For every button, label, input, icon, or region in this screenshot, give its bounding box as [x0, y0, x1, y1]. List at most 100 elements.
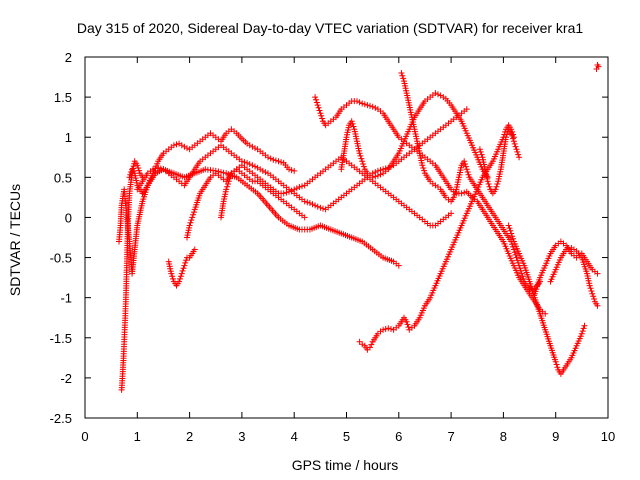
- data-point: [385, 325, 392, 332]
- data-point: [377, 171, 384, 178]
- data-point: [519, 273, 526, 280]
- data-point: [368, 341, 375, 348]
- data-point: [270, 156, 277, 163]
- data-point: [220, 169, 227, 176]
- data-point: [286, 166, 292, 173]
- data-point: [291, 186, 298, 193]
- data-point: [372, 173, 379, 180]
- series-trace-1: [118, 158, 146, 393]
- data-point: [478, 151, 485, 158]
- data-point: [421, 167, 428, 174]
- y-tick-label: -1.5: [50, 331, 72, 346]
- data-point: [589, 290, 596, 297]
- data-point: [349, 120, 356, 127]
- data-point: [591, 296, 598, 302]
- x-tick-label: 6: [395, 429, 402, 444]
- data-point: [176, 278, 183, 285]
- data-point: [510, 138, 517, 145]
- data-point: [188, 217, 195, 224]
- series-trace-8: [312, 94, 549, 317]
- data-point: [476, 146, 483, 153]
- x-tick-label: 1: [134, 429, 141, 444]
- data-point: [494, 181, 501, 187]
- data-point: [463, 166, 470, 173]
- data-point: [512, 251, 519, 258]
- data-marks: [116, 62, 602, 393]
- series-trace-13: [505, 222, 588, 377]
- data-point: [127, 171, 134, 178]
- data-point: [452, 189, 459, 195]
- y-tick-label: -0.5: [50, 251, 72, 266]
- y-tick-label: 2: [65, 50, 72, 65]
- data-point: [516, 154, 523, 161]
- data-point: [309, 201, 316, 208]
- data-point: [182, 259, 189, 266]
- data-point: [450, 194, 457, 201]
- x-tick-label: 5: [343, 429, 350, 444]
- data-point: [509, 233, 516, 240]
- data-point: [358, 155, 365, 162]
- x-tick-label: 7: [447, 429, 454, 444]
- data-point: [177, 273, 184, 280]
- data-point: [313, 99, 320, 106]
- data-point: [542, 310, 549, 317]
- data-point: [360, 163, 367, 170]
- data-point: [520, 275, 527, 282]
- y-tick-labels: 2 1.5 1 0.5 0 -0.5 -1 -1.5 -2 -2.5: [50, 50, 72, 426]
- data-point: [348, 118, 355, 125]
- data-point: [486, 183, 493, 190]
- data-point: [580, 325, 587, 332]
- plot-frame: [84, 56, 609, 419]
- series-trace-5: [165, 246, 198, 289]
- data-point: [187, 219, 194, 226]
- data-point: [503, 131, 510, 138]
- data-point: [299, 183, 305, 190]
- data-point: [278, 159, 285, 166]
- data-point: [374, 172, 381, 179]
- data-point: [252, 163, 258, 170]
- x-tick-label: 3: [238, 429, 245, 444]
- data-point: [177, 275, 183, 282]
- data-point: [356, 99, 363, 106]
- data-point: [275, 158, 282, 165]
- data-point: [513, 254, 520, 261]
- data-point: [189, 214, 196, 221]
- data-point: [259, 167, 266, 174]
- data-point: [507, 227, 514, 234]
- data-point: [367, 344, 373, 351]
- x-tick-label: 4: [291, 429, 298, 444]
- chart-title: Day 315 of 2020, Sidereal Day-to-day VTE…: [77, 20, 583, 36]
- data-point: [186, 222, 193, 229]
- series-trace-15: [547, 244, 601, 309]
- data-point: [553, 361, 560, 368]
- series-trace-16: [593, 62, 602, 72]
- data-point: [265, 154, 271, 161]
- data-point: [314, 203, 321, 210]
- data-point: [590, 293, 597, 300]
- data-point: [462, 161, 468, 167]
- data-point: [283, 189, 290, 196]
- data-point: [511, 140, 518, 147]
- data-point: [516, 262, 523, 269]
- y-tick-label: -1: [60, 291, 72, 306]
- data-point: [244, 159, 251, 166]
- data-point: [369, 174, 376, 181]
- data-point: [252, 145, 258, 152]
- x-tick-labels: 0 1 2 3 4 5 6 7 8 9 10: [81, 429, 615, 444]
- data-point: [280, 190, 287, 197]
- data-point: [510, 246, 517, 253]
- data-point: [249, 162, 256, 169]
- data-point: [313, 96, 319, 103]
- data-point: [380, 326, 387, 333]
- data-point: [432, 90, 439, 97]
- data-point: [317, 110, 324, 117]
- data-point: [170, 275, 176, 282]
- data-point: [173, 141, 180, 148]
- y-tick-label: 0: [65, 210, 72, 225]
- series-trace-2: [116, 166, 402, 277]
- y-tick-label: -2.5: [50, 411, 72, 426]
- data-point: [288, 187, 295, 194]
- y-tick-label: 1.5: [54, 90, 72, 105]
- data-point: [223, 186, 230, 193]
